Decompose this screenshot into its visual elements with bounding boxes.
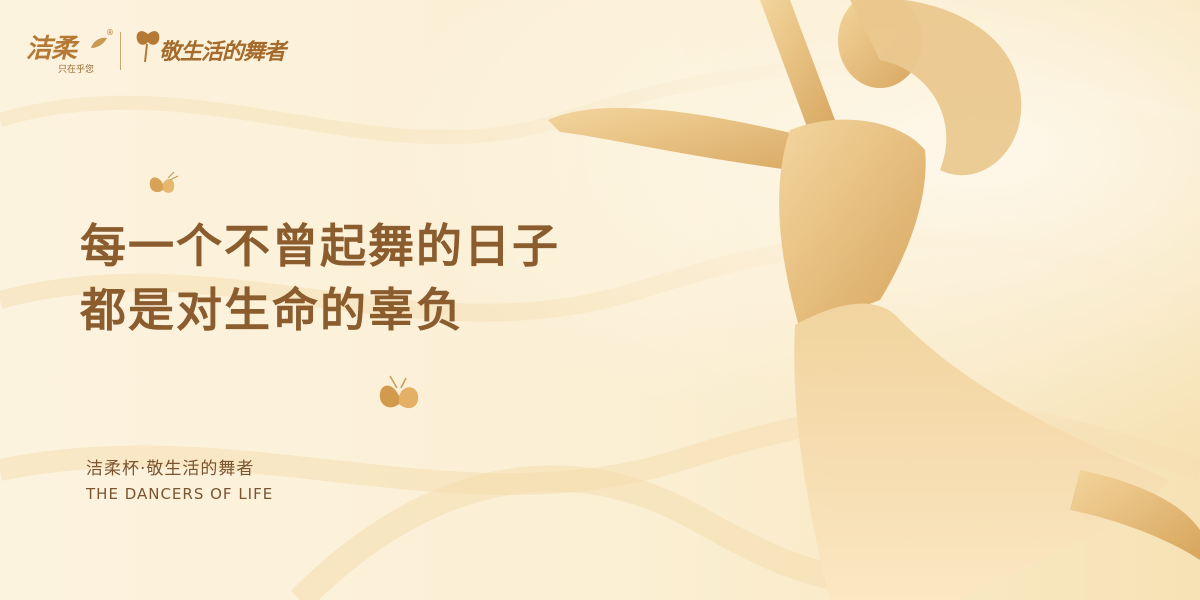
campaign-caption-cn: 洁柔杯·敬生活的舞者	[86, 459, 255, 479]
leaf-icon	[91, 37, 107, 48]
campaign-logo-text: 敬生活的舞者	[159, 39, 286, 65]
registered-mark: ®	[106, 28, 114, 37]
butterfly-icon	[379, 375, 419, 409]
butterfly-icon	[149, 171, 179, 193]
headline: 每一个不曾起舞的日子 都是对生命的辜负	[80, 214, 560, 342]
headline-line-1: 每一个不曾起舞的日子	[80, 219, 560, 273]
headline-line-2: 都是对生命的辜负	[80, 283, 464, 337]
brand-logo: 洁柔 ® 只在乎您	[24, 26, 114, 76]
brand-name: 洁柔	[26, 34, 77, 64]
campaign-caption-en: THE DANCERS OF LIFE	[86, 485, 274, 503]
header-logos: 洁柔 ® 只在乎您 敬生活的舞者	[24, 26, 293, 76]
butterfly-icon	[136, 31, 160, 63]
brand-tagline: 只在乎您	[58, 65, 95, 75]
logo-divider	[120, 32, 121, 70]
campaign-logo: 敬生活的舞者	[133, 26, 293, 76]
